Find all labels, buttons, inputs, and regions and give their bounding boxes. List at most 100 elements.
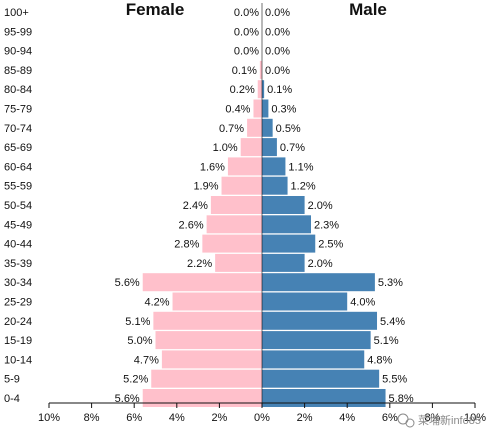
female-value-25-29: 4.2% <box>144 297 169 309</box>
age-label-85-89: 85-89 <box>4 65 32 77</box>
x-tick-label-7: 4% <box>339 412 355 424</box>
female-value-30-34: 5.6% <box>115 277 140 289</box>
male-value-55-59: 1.2% <box>291 181 316 193</box>
age-label-5-9: 5-9 <box>4 374 20 386</box>
x-tick-label-10: 10% <box>464 412 486 424</box>
male-bar-35-39 <box>262 253 305 272</box>
female-title: Female <box>126 0 185 19</box>
x-tick-label-0: 10% <box>38 412 60 424</box>
female-bar-65-69 <box>240 138 262 157</box>
female-value-labels: 0.0% 0.0% 0.0% 0.1% 0.2% 0.4% 0.7% 1.0% 1.6% 1.9%… <box>115 7 260 405</box>
male-value-85-89: 0.0% <box>265 65 290 77</box>
male-title: Male <box>349 0 387 19</box>
male-bar-25-29 <box>262 292 348 311</box>
female-value-5-9: 5.2% <box>123 374 148 386</box>
male-value-10-14: 4.8% <box>367 354 392 366</box>
female-value-65-69: 1.0% <box>213 142 238 154</box>
female-bar-50-54 <box>210 196 262 214</box>
female-bar-35-39 <box>215 253 262 272</box>
female-value-35-39: 2.2% <box>187 258 212 270</box>
age-label-20-24: 20-24 <box>4 316 32 328</box>
age-label-0-4: 0-4 <box>4 393 20 405</box>
female-value-90-94: 0.0% <box>234 46 259 58</box>
male-value-100+: 0.0% <box>265 7 290 19</box>
age-label-90-94: 90-94 <box>4 46 32 58</box>
male-value-80-84: 0.1% <box>267 84 292 96</box>
age-label-40-44: 40-44 <box>4 239 32 251</box>
age-label-45-49: 45-49 <box>4 219 32 231</box>
age-label-35-39: 35-39 <box>4 258 32 270</box>
x-tick-label-6: 2% <box>297 412 313 424</box>
x-tick-label-2: 6% <box>126 412 142 424</box>
female-bar-0-4 <box>142 389 262 407</box>
female-value-85-89: 0.1% <box>232 65 257 77</box>
male-value-40-44: 2.5% <box>318 239 343 251</box>
male-bar-10-14 <box>262 350 365 369</box>
female-value-20-24: 5.1% <box>125 316 150 328</box>
male-bar-75-79 <box>262 99 269 118</box>
female-bar-30-34 <box>142 273 262 292</box>
age-label-95-99: 95-99 <box>4 26 32 38</box>
female-bar-60-64 <box>227 157 262 176</box>
male-value-labels: 0.0% 0.0% 0.0% 0.0% 0.1% 0.3% 0.5% 0.7% 1.1% 1.2%… <box>265 7 414 405</box>
male-bars <box>262 80 386 407</box>
female-value-15-19: 5.0% <box>127 335 152 347</box>
male-value-5-9: 5.5% <box>382 374 407 386</box>
male-bar-40-44 <box>262 234 316 253</box>
male-value-15-19: 5.1% <box>374 335 399 347</box>
male-value-50-54: 2.0% <box>308 200 333 212</box>
female-value-45-49: 2.6% <box>179 219 204 231</box>
watermark-text: 菜埔新info85 <box>418 413 481 427</box>
age-label-55-59: 55-59 <box>4 181 32 193</box>
male-value-45-49: 2.3% <box>314 219 339 231</box>
male-value-65-69: 0.7% <box>280 142 305 154</box>
male-bar-45-49 <box>262 215 311 234</box>
watermark: 菜埔新info85 <box>397 413 481 428</box>
x-tick-label-5: 0% <box>254 412 270 424</box>
female-value-40-44: 2.8% <box>174 239 199 251</box>
age-label-75-79: 75-79 <box>4 104 32 116</box>
age-label-60-64: 60-64 <box>4 161 32 173</box>
male-value-90-94: 0.0% <box>265 46 290 58</box>
female-value-70-74: 0.7% <box>219 123 244 135</box>
male-bar-5-9 <box>262 369 380 388</box>
age-label-15-19: 15-19 <box>4 335 32 347</box>
female-value-60-64: 1.6% <box>200 161 225 173</box>
male-value-20-24: 5.4% <box>380 316 405 328</box>
female-bar-75-79 <box>253 99 262 118</box>
female-value-75-79: 0.4% <box>225 104 250 116</box>
female-bar-15-19 <box>155 331 262 350</box>
age-label-30-34: 30-34 <box>4 277 32 289</box>
age-label-65-69: 65-69 <box>4 142 32 154</box>
x-tick-label-8: 6% <box>382 412 398 424</box>
male-bar-65-69 <box>262 138 277 157</box>
age-label-70-74: 70-74 <box>4 123 32 135</box>
female-bar-20-24 <box>153 311 262 330</box>
female-bar-10-14 <box>161 350 262 369</box>
male-bar-50-54 <box>262 196 305 214</box>
male-bar-0-4 <box>262 389 386 407</box>
male-bar-30-34 <box>262 273 375 292</box>
female-value-100+: 0.0% <box>234 7 259 19</box>
x-axis: 10% 8% 6% 4% 2% 0% 2% 4% 6% 8% 10% <box>38 3 486 424</box>
female-bar-45-49 <box>206 215 262 234</box>
male-bar-70-74 <box>262 118 273 137</box>
male-bar-60-64 <box>262 157 286 176</box>
female-value-55-59: 1.9% <box>193 181 218 193</box>
age-label-10-14: 10-14 <box>4 354 32 366</box>
male-value-35-39: 2.0% <box>308 258 333 270</box>
female-bar-40-44 <box>202 234 262 253</box>
female-value-50-54: 2.4% <box>183 200 208 212</box>
male-value-0-4: 5.8% <box>389 393 414 405</box>
x-tick-label-1: 8% <box>84 412 100 424</box>
x-tick-label-9: 8% <box>424 412 440 424</box>
age-group-labels: 100+ 95-99 90-94 85-89 80-84 75-79 70-74 65-69 6… <box>4 7 32 405</box>
male-value-60-64: 1.1% <box>288 161 313 173</box>
male-value-30-34: 5.3% <box>378 277 403 289</box>
female-value-10-14: 4.7% <box>134 354 159 366</box>
female-bar-85-89 <box>259 60 262 79</box>
age-label-80-84: 80-84 <box>4 84 32 96</box>
female-bar-25-29 <box>172 292 262 311</box>
male-value-95-99: 0.0% <box>265 26 290 38</box>
